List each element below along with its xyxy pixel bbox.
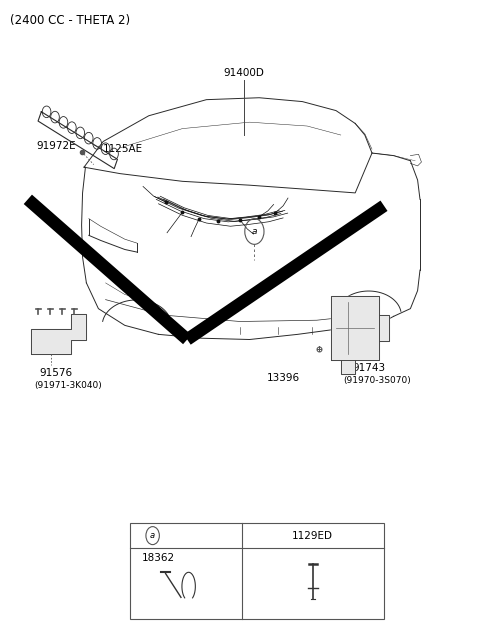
Text: 91972E: 91972E <box>36 141 76 151</box>
Text: 1129ED: 1129ED <box>292 530 333 541</box>
Text: 91576: 91576 <box>39 368 72 378</box>
Bar <box>130 523 384 619</box>
Text: (2400 CC - THETA 2): (2400 CC - THETA 2) <box>10 14 130 27</box>
Text: 1125AE: 1125AE <box>103 143 144 154</box>
Text: (91971-3K040): (91971-3K040) <box>35 381 102 390</box>
Text: (91970-3S070): (91970-3S070) <box>343 376 411 385</box>
Polygon shape <box>31 314 86 354</box>
Polygon shape <box>341 360 355 374</box>
Polygon shape <box>331 296 379 360</box>
Text: 91400D: 91400D <box>223 68 264 78</box>
Polygon shape <box>379 315 389 341</box>
Text: a: a <box>150 531 155 540</box>
Text: 91743: 91743 <box>353 363 386 374</box>
Text: 18362: 18362 <box>142 553 175 563</box>
Text: a: a <box>252 227 257 236</box>
Text: 13396: 13396 <box>266 373 300 383</box>
